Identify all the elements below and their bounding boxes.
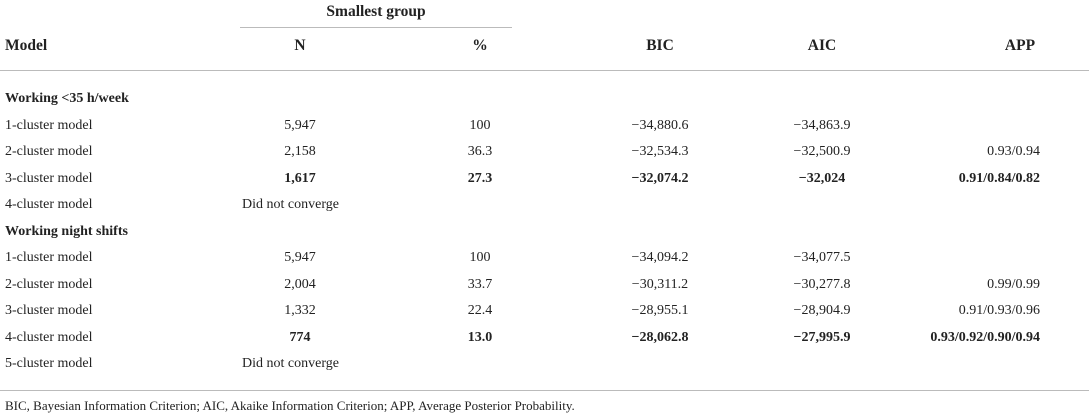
cell: −32,074.2: [631, 170, 689, 186]
cell: 2,004: [284, 276, 316, 292]
cell: 0.91/0.93/0.96: [958, 303, 1040, 318]
column-header: BIC: [646, 37, 674, 54]
cell: −30,277.8: [793, 276, 851, 292]
cell: 0.99/0.99: [987, 276, 1040, 292]
section-title: Working <35 h/week: [5, 91, 129, 106]
cell: 774: [289, 329, 311, 345]
column-header: APP: [1004, 37, 1036, 54]
row-label: 2-cluster model: [5, 276, 93, 292]
cell: −32,534.3: [631, 144, 689, 159]
row-label: 2-cluster model: [5, 144, 93, 159]
cell: −32,024: [798, 170, 846, 186]
cell: −32,500.9: [793, 144, 851, 159]
cell: 100: [469, 117, 491, 133]
cell: 5,947: [284, 117, 316, 133]
cell: 27.3: [467, 170, 493, 186]
header-rule: [0, 70, 1089, 71]
cell: 1,617: [284, 170, 316, 186]
section-title: Working night shifts: [5, 223, 128, 239]
cell: 33.7: [467, 276, 493, 292]
cell: −28,955.1: [631, 303, 689, 318]
cell: −28,062.8: [631, 329, 689, 345]
footnote: BIC, Bayesian Information Criterion; AIC…: [5, 398, 575, 413]
cell: 22.4: [467, 303, 493, 318]
column-header: Model: [5, 37, 48, 54]
row-label: 5-cluster model: [5, 356, 93, 371]
cell: −34,880.6: [631, 117, 689, 133]
note-cell: Did not converge: [242, 356, 339, 371]
cell: −34,863.9: [793, 117, 851, 133]
group-header: Smallest group: [326, 3, 426, 20]
column-header: %: [472, 37, 488, 54]
row-label: 1-cluster model: [5, 117, 93, 133]
row-label: 3-cluster model: [5, 170, 93, 186]
cell: 2,158: [284, 144, 316, 159]
cell: 36.3: [467, 144, 493, 159]
cell: 13.0: [467, 329, 493, 345]
column-header: AIC: [807, 37, 837, 54]
cell: −34,094.2: [631, 250, 689, 265]
cell: 0.91/0.84/0.82: [958, 170, 1040, 186]
bottom-rule: [0, 390, 1089, 391]
cell: 100: [469, 250, 491, 265]
cell: 0.93/0.94: [987, 144, 1040, 159]
cell: 5,947: [284, 250, 316, 265]
column-header: N: [294, 37, 306, 54]
cell: 0.93/0.92/0.90/0.94: [930, 329, 1040, 345]
row-label: 3-cluster model: [5, 303, 93, 318]
cell: −27,995.9: [793, 329, 851, 345]
cell: −34,077.5: [793, 250, 851, 265]
cell: 1,332: [284, 303, 316, 318]
group-rule: [240, 27, 512, 28]
note-cell: Did not converge: [242, 197, 339, 212]
row-label: 4-cluster model: [5, 197, 93, 212]
row-label: 1-cluster model: [5, 250, 93, 265]
cell: −30,311.2: [631, 276, 689, 292]
cell: −28,904.9: [793, 303, 851, 318]
row-label: 4-cluster model: [5, 329, 93, 345]
